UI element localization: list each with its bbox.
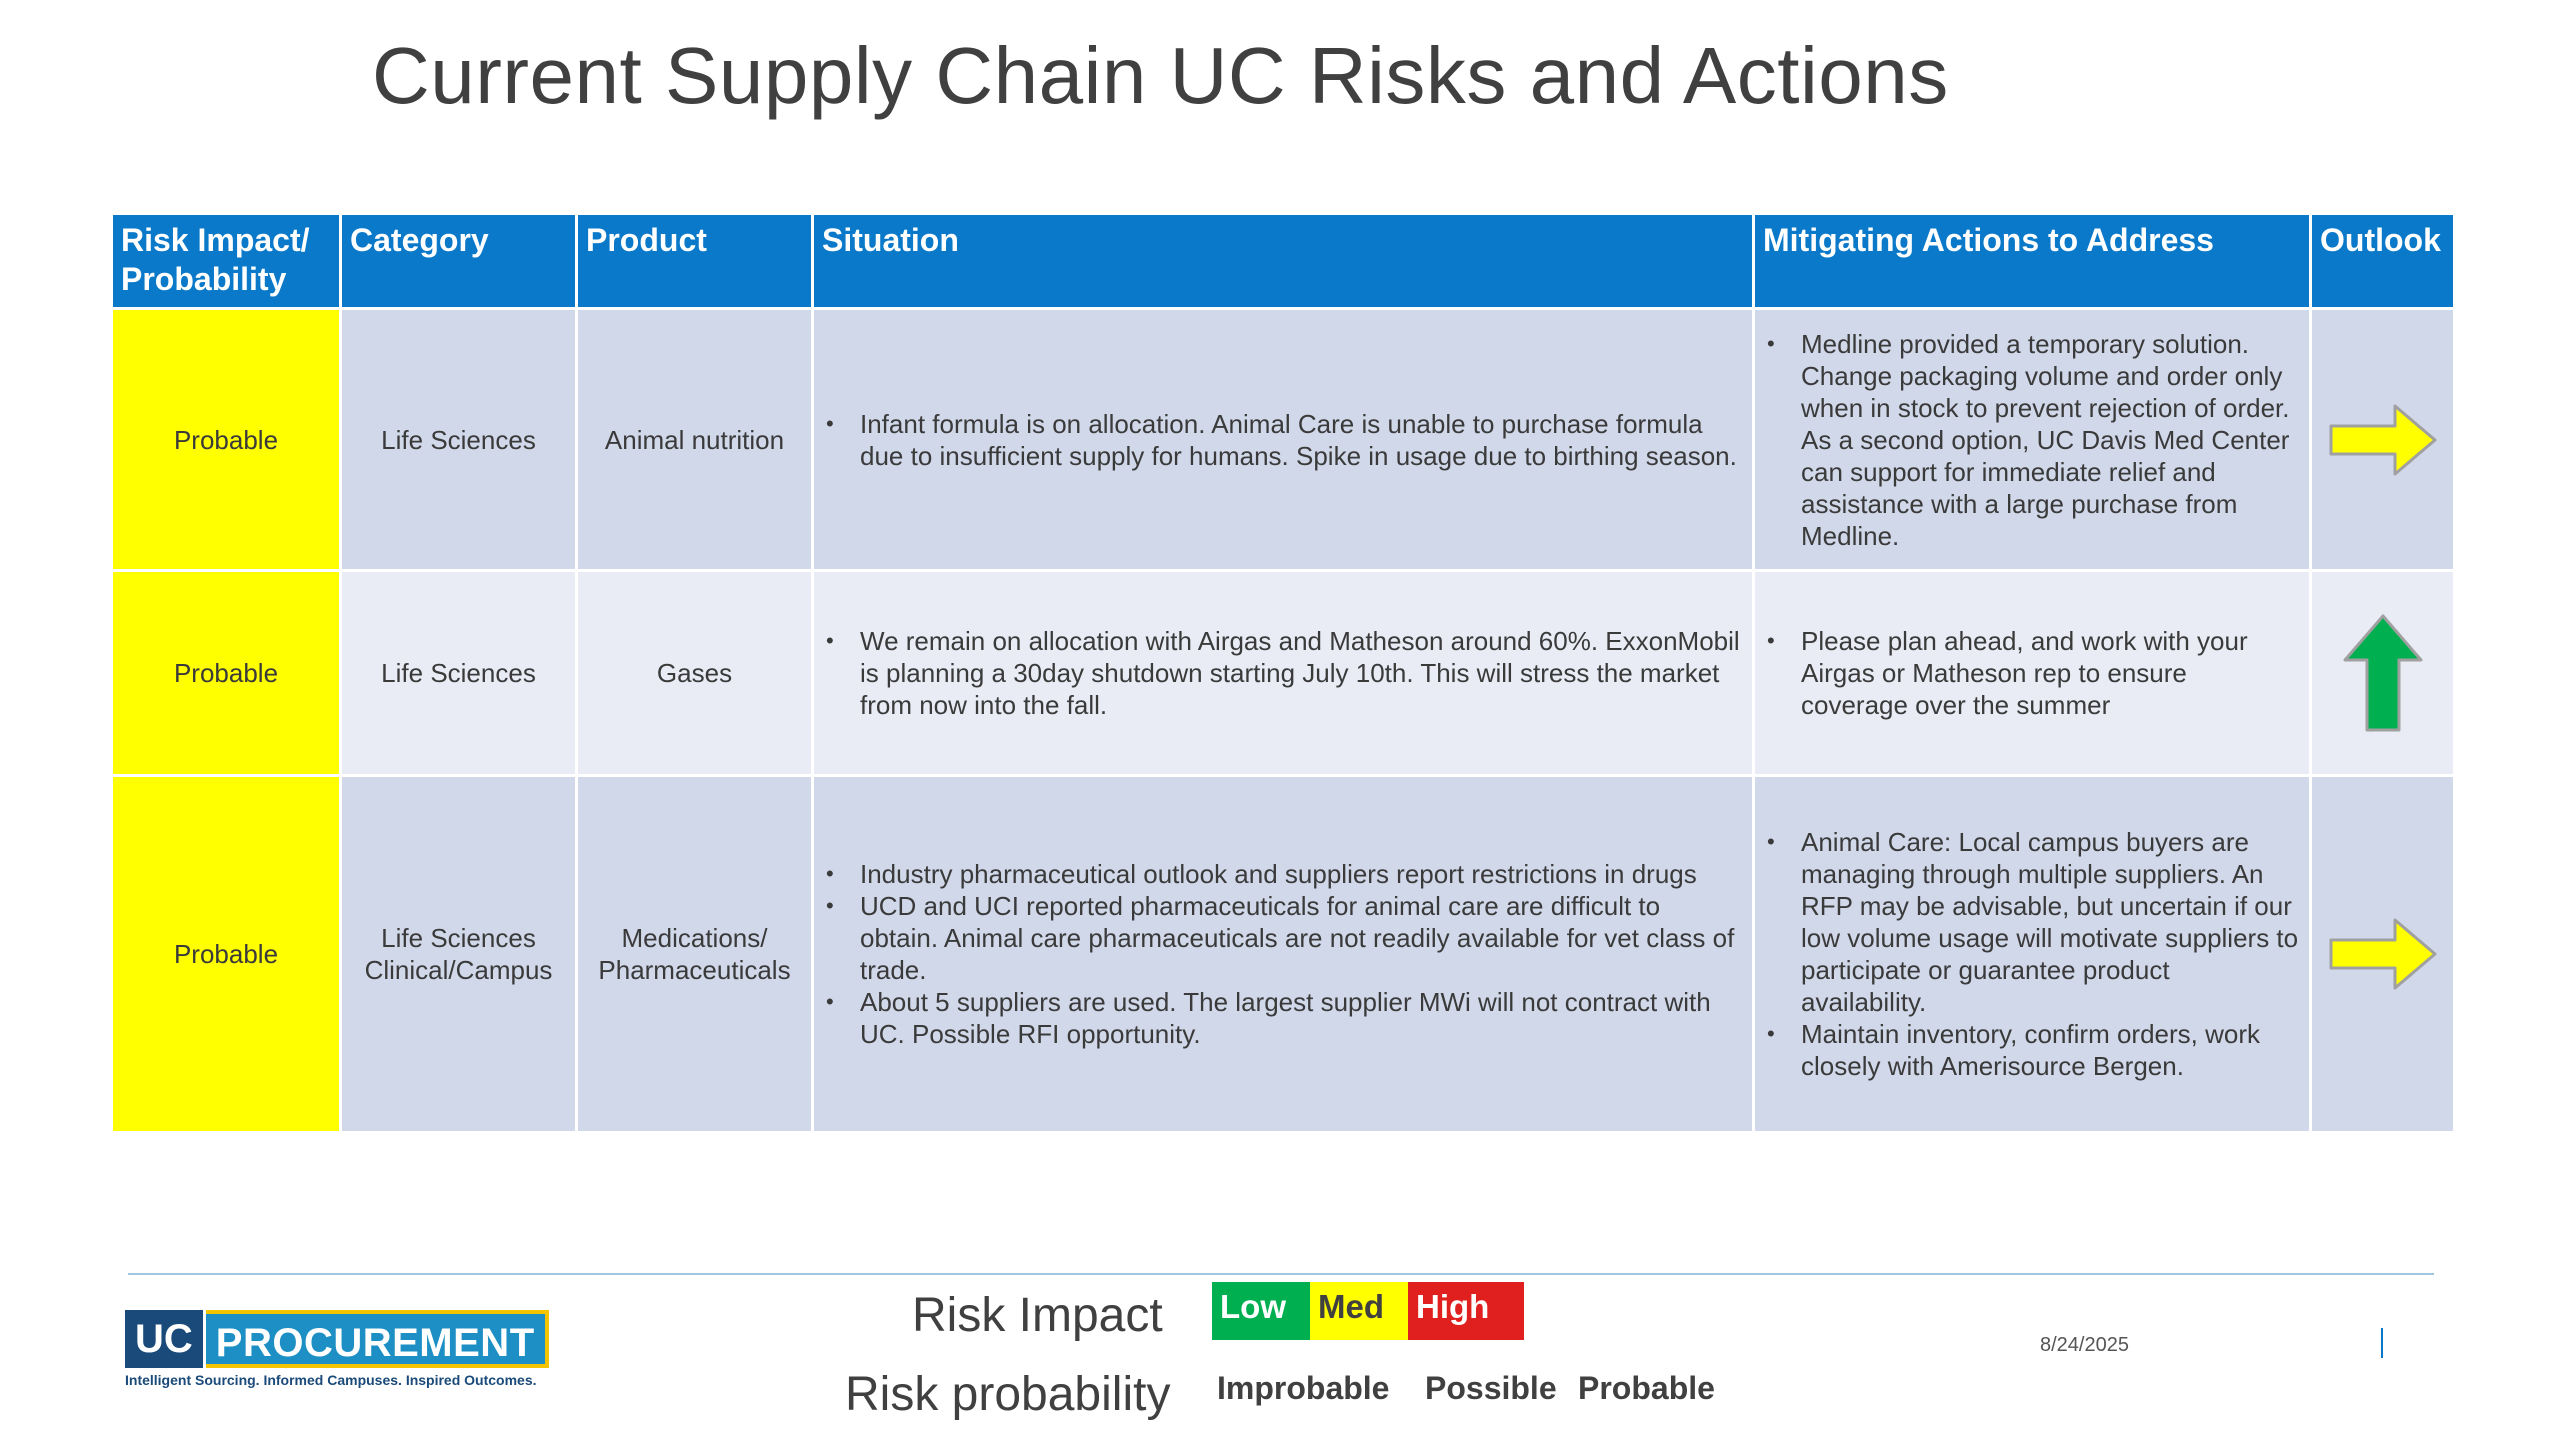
situation-cell: We remain on allocation with Airgas and …: [811, 569, 1755, 777]
impact-med-badge: Med: [1310, 1282, 1408, 1340]
uc-procurement-logo: UC PROCUREMENT: [125, 1310, 549, 1368]
product-cell: Animal nutrition: [575, 307, 814, 572]
arrow-right-yellow-icon: [2329, 918, 2436, 990]
outlook-cell: [2309, 307, 2456, 572]
product-cell: Medications/ Pharmaceuticals: [575, 774, 814, 1134]
category-cell: Life Sciences: [339, 569, 578, 777]
arrow-right-yellow-icon: [2329, 404, 2436, 475]
header-category: Category: [339, 212, 578, 310]
logo-tagline: Intelligent Sourcing. Informed Campuses.…: [125, 1372, 537, 1388]
situation-item: Industry pharmaceutical outlook and supp…: [826, 858, 1742, 890]
situation-item: About 5 suppliers are used. The largest …: [826, 986, 1742, 1050]
header-mitigating: Mitigating Actions to Address: [1752, 212, 2312, 310]
outlook-cell: [2309, 774, 2456, 1134]
risk-cell: Probable: [110, 774, 342, 1134]
page-title: Current Supply Chain UC Risks and Action…: [372, 31, 1949, 120]
probability-probable: Probable: [1578, 1370, 1715, 1406]
logo-uc-text: UC: [125, 1310, 206, 1368]
product-cell: Gases: [575, 569, 814, 777]
table-row: Probable Life Sciences Animal nutrition …: [110, 307, 2456, 572]
header-risk: Risk Impact/ Probability: [110, 212, 342, 310]
situation-cell: Industry pharmaceutical outlook and supp…: [811, 774, 1755, 1134]
mitigating-item: Medline provided a temporary solution. C…: [1767, 328, 2299, 552]
arrow-up-green-icon: [2343, 614, 2422, 732]
slide-date: 8/24/2025: [2040, 1334, 2129, 1356]
mitigating-cell: Animal Care: Local campus buyers are man…: [1752, 774, 2312, 1134]
header-situation: Situation: [811, 212, 1755, 310]
risk-probability-label: Risk probability: [845, 1368, 1171, 1421]
category-cell: Life Sciences Clinical/Campus: [339, 774, 578, 1134]
mitigating-cell: Medline provided a temporary solution. C…: [1752, 307, 2312, 572]
situation-item: We remain on allocation with Airgas and …: [826, 625, 1742, 721]
mitigating-cell: Please plan ahead, and work with your Ai…: [1752, 569, 2312, 777]
table-row: Probable Life Sciences Gases We remain o…: [110, 569, 2456, 777]
category-cell: Life Sciences: [339, 307, 578, 572]
probability-improbable: Improbable: [1217, 1370, 1390, 1406]
situation-item: Infant formula is on allocation. Animal …: [826, 408, 1742, 472]
logo-procurement-text: PROCUREMENT: [205, 1310, 549, 1368]
page-number-marker: [2381, 1328, 2383, 1358]
header-product: Product: [575, 212, 814, 310]
mitigating-item: Maintain inventory, confirm orders, work…: [1767, 1018, 2299, 1082]
situation-cell: Infant formula is on allocation. Animal …: [811, 307, 1755, 572]
table-header-row: Risk Impact/ Probability Category Produc…: [110, 212, 2456, 310]
footer-divider: [128, 1273, 2434, 1275]
outlook-cell: [2309, 569, 2456, 777]
impact-high-badge: High: [1408, 1282, 1524, 1340]
risk-impact-label: Risk Impact: [912, 1289, 1163, 1342]
probability-possible: Possible: [1425, 1370, 1557, 1406]
impact-low-badge: Low: [1212, 1282, 1310, 1340]
header-outlook: Outlook: [2309, 212, 2456, 310]
situation-item: UCD and UCI reported pharmaceuticals for…: [826, 890, 1742, 986]
mitigating-item: Animal Care: Local campus buyers are man…: [1767, 826, 2299, 1018]
risk-table: Risk Impact/ Probability Category Produc…: [110, 212, 2456, 1134]
risk-cell: Probable: [110, 307, 342, 572]
mitigating-item: Please plan ahead, and work with your Ai…: [1767, 625, 2299, 721]
table-row: Probable Life Sciences Clinical/Campus M…: [110, 774, 2456, 1134]
risk-cell: Probable: [110, 569, 342, 777]
